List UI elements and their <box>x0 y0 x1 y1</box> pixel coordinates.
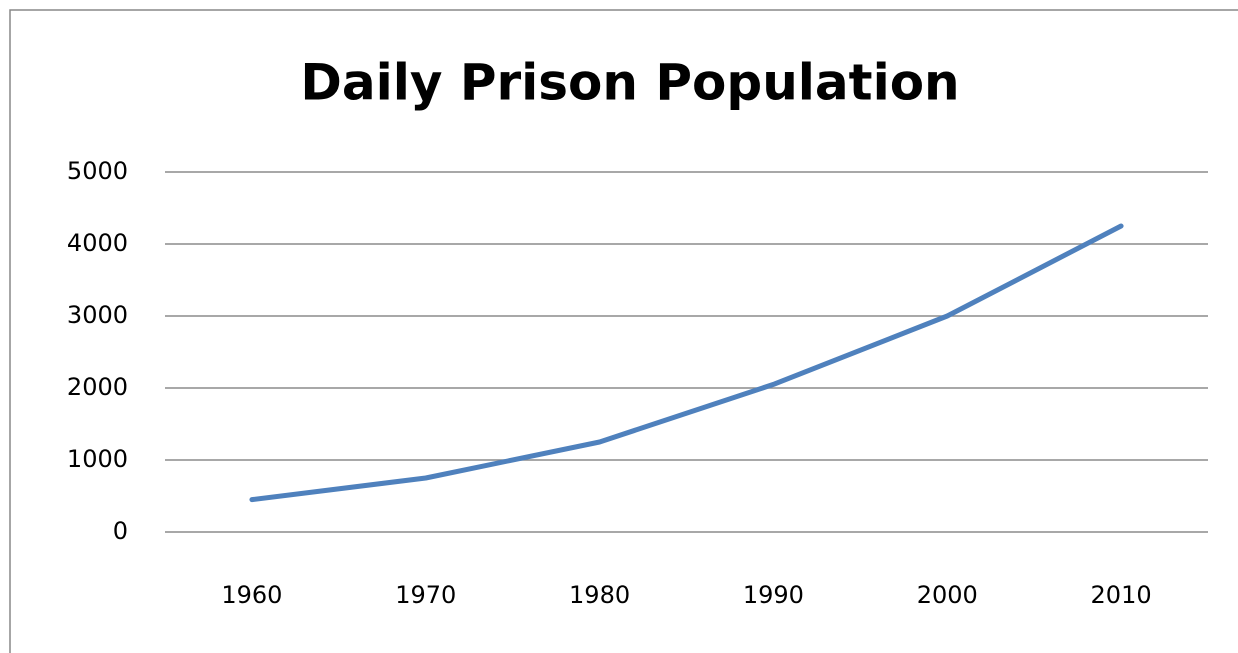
y-tick-label: 3000 <box>67 301 128 329</box>
x-tick-label: 2000 <box>917 581 978 609</box>
x-tick-label: 1960 <box>221 581 282 609</box>
y-tick-label: 4000 <box>67 229 128 257</box>
x-tick-label: 1990 <box>743 581 804 609</box>
x-tick-label: 2010 <box>1091 581 1152 609</box>
chart-title: Daily Prison Population <box>300 54 959 112</box>
x-tick-label: 1980 <box>569 581 630 609</box>
y-tick-label: 5000 <box>67 157 128 185</box>
y-tick-label: 0 <box>113 517 128 545</box>
y-tick-label: 1000 <box>67 445 128 473</box>
chart-frame <box>9 9 1238 653</box>
y-tick-label: 2000 <box>67 373 128 401</box>
data-line <box>249 223 1124 503</box>
x-tick-label: 1970 <box>395 581 456 609</box>
